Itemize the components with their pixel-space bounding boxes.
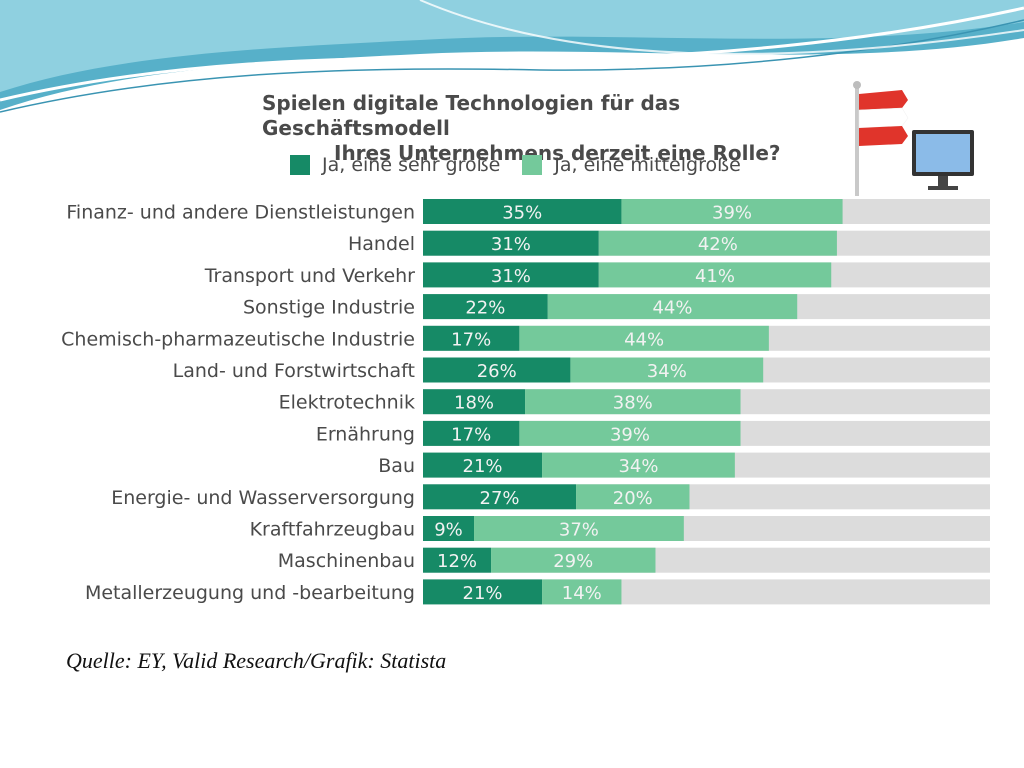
bar-segment-mittelgross xyxy=(542,579,622,605)
data-label: 14% xyxy=(562,583,602,604)
data-label: 44% xyxy=(652,298,692,319)
bar-segment-mittelgross xyxy=(576,484,690,510)
chart-title: Spielen digitale Technologien für das Ge… xyxy=(262,91,842,166)
bar-segment-mittelgross xyxy=(519,325,769,351)
bar-segment-sehr-gross xyxy=(423,452,543,478)
flag-and-monitor-illustration xyxy=(853,81,974,196)
bar-segment-sehr-gross xyxy=(423,325,520,351)
bar-segment-mittelgross xyxy=(519,420,741,446)
source-caption: Quelle: EY, Valid Research/Grafik: Stati… xyxy=(66,648,447,673)
slide-header-waves xyxy=(0,0,1024,113)
data-label: 38% xyxy=(613,393,653,414)
category-label: Energie- und Wasserversorgung xyxy=(111,487,415,509)
data-label: 17% xyxy=(451,424,491,445)
legend-label-sehr-gross: Ja, eine sehr große xyxy=(322,154,501,176)
stacked-bar-chart: Finanz- und andere Dienstleistungen 35% 39… xyxy=(61,199,990,605)
bar-segment-sehr-gross xyxy=(423,389,526,415)
legend-swatch-sehr-gross xyxy=(290,155,310,175)
data-label: 18% xyxy=(454,393,494,414)
bar-segment-mittelgross xyxy=(474,516,684,541)
bar-segment-sehr-gross xyxy=(423,516,475,541)
data-label: 39% xyxy=(712,203,752,224)
data-label: 31% xyxy=(491,266,531,287)
bar-segment-mittelgross xyxy=(598,262,832,288)
data-label: 31% xyxy=(491,234,531,255)
category-label: Kraftfahrzeugbau xyxy=(250,519,415,541)
data-label: 34% xyxy=(618,456,658,477)
bar-segment-mittelgross xyxy=(621,199,843,224)
bar-segment-mittelgross xyxy=(491,547,656,573)
legend-item-sehr-gross: Ja, eine sehr große xyxy=(290,154,500,176)
category-label: Handel xyxy=(348,233,415,255)
category-label: Finanz- und andere Dienstleistungen xyxy=(66,202,415,224)
category-label: Metallerzeugung und -bearbeitung xyxy=(85,582,415,604)
bar-segment-mittelgross xyxy=(547,294,798,320)
category-label: Elektrotechnik xyxy=(279,392,415,414)
category-label: Transport und Verkehr xyxy=(204,265,415,287)
category-label: Maschinenbau xyxy=(278,550,415,572)
data-label: 20% xyxy=(613,488,653,509)
data-label: 22% xyxy=(465,298,505,319)
bar-segment-sehr-gross xyxy=(423,199,622,224)
bar-segment-sehr-gross xyxy=(423,547,492,573)
bar-segment-sehr-gross xyxy=(423,484,577,510)
data-label: 37% xyxy=(559,520,599,541)
bar-segment-sehr-gross xyxy=(423,230,599,256)
chart-title-line-1: Spielen digitale Technologien für das Ge… xyxy=(262,91,681,140)
bar-segment-sehr-gross xyxy=(423,420,520,446)
bar-segment-mittelgross xyxy=(570,357,764,383)
legend-label-mittelgross: Ja, eine mittelgroße xyxy=(554,154,741,176)
bar-segment-sehr-gross xyxy=(423,357,571,383)
data-label: 27% xyxy=(480,488,520,509)
bar-segment-sehr-gross xyxy=(423,262,599,288)
data-label: 42% xyxy=(698,234,738,255)
data-label: 35% xyxy=(502,203,542,224)
bar-segment-mittelgross xyxy=(542,452,735,478)
bar-segment-mittelgross xyxy=(525,389,741,415)
legend-swatch-mittelgross xyxy=(522,155,543,175)
category-label: Chemisch-pharmazeutische Industrie xyxy=(61,328,415,350)
bar-segment-mittelgross xyxy=(598,230,837,256)
chart-title-line-2: Ihres Unternehmens derzeit eine Rolle? xyxy=(334,141,781,165)
data-label: 44% xyxy=(624,329,664,350)
category-label: Sonstige Industrie xyxy=(243,297,415,319)
legend-item-mittelgross: Ja, eine mittelgroße xyxy=(522,154,741,176)
data-label: 21% xyxy=(463,456,503,477)
category-label: Bau xyxy=(378,455,415,477)
chart-legend: Ja, eine sehr große Ja, eine mittelgroße xyxy=(290,153,763,177)
data-label: 39% xyxy=(610,424,650,445)
data-label: 34% xyxy=(647,361,687,382)
category-label: Land- und Forstwirtschaft xyxy=(173,360,415,382)
bar-segment-sehr-gross xyxy=(423,294,548,320)
data-label: 29% xyxy=(553,551,593,572)
data-label: 26% xyxy=(477,361,517,382)
category-label: Ernährung xyxy=(316,423,415,445)
data-label: 17% xyxy=(451,329,491,350)
data-label: 41% xyxy=(695,266,735,287)
data-label: 9% xyxy=(434,520,463,541)
data-label: 12% xyxy=(437,551,477,572)
data-label: 21% xyxy=(463,583,503,604)
bar-segment-sehr-gross xyxy=(423,579,543,605)
